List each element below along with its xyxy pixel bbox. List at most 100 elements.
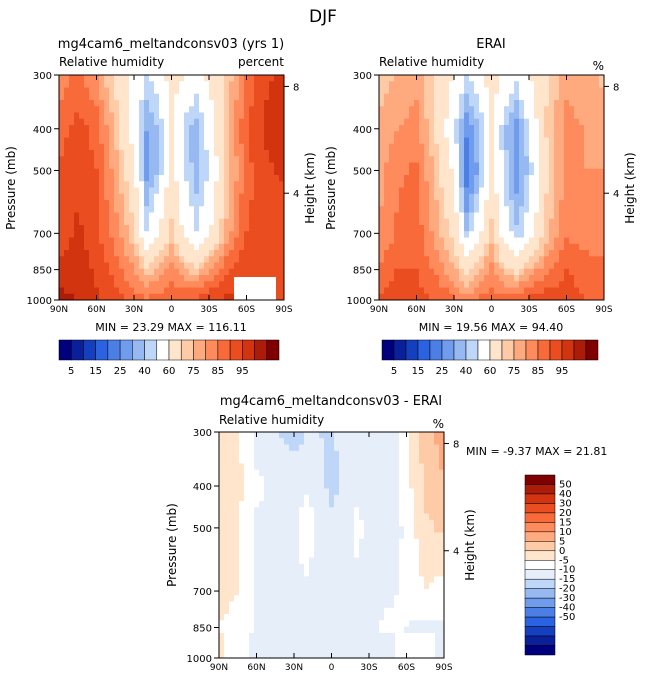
heatmap-cell bbox=[409, 563, 415, 571]
heatmap-cell bbox=[304, 457, 310, 464]
heatmap-cell bbox=[419, 482, 425, 490]
heatmap-cell bbox=[579, 168, 585, 176]
heatmap-cell bbox=[259, 507, 265, 515]
heatmap-cell bbox=[424, 87, 430, 95]
heatmap-cell bbox=[434, 112, 440, 120]
heatmap-cell bbox=[434, 231, 440, 239]
heatmap-cell bbox=[224, 200, 230, 207]
heatmap-cell bbox=[329, 570, 335, 577]
heatmap-cell bbox=[304, 632, 310, 640]
heatmap-cell bbox=[599, 118, 604, 126]
heatmap-cell bbox=[439, 607, 444, 615]
heatmap-cell bbox=[69, 262, 75, 270]
heatmap-cell bbox=[269, 463, 275, 471]
heatmap-cell bbox=[149, 181, 155, 189]
heatmap-cell bbox=[209, 250, 215, 257]
heatmap-cell bbox=[149, 112, 155, 120]
heatmap-cell bbox=[349, 519, 355, 527]
heatmap-cell bbox=[419, 557, 425, 565]
heatmap-cell bbox=[254, 438, 260, 446]
heatmap-cell bbox=[229, 519, 235, 527]
heatmap-cell bbox=[214, 275, 220, 282]
heatmap-cell bbox=[149, 162, 155, 170]
heatmap-cell bbox=[269, 250, 275, 257]
heatmap-cell bbox=[219, 576, 225, 584]
heatmap-cell bbox=[424, 181, 430, 189]
heatmap-cell bbox=[234, 482, 240, 490]
heatmap-cell bbox=[259, 557, 265, 565]
heatmap-cell bbox=[599, 218, 604, 226]
heatmap-cell bbox=[159, 75, 165, 82]
heatmap-cell bbox=[129, 143, 135, 151]
heatmap-cell bbox=[599, 268, 604, 276]
heatmap-cell bbox=[214, 100, 220, 107]
heatmap-cell bbox=[329, 538, 335, 546]
heatmap-cell bbox=[369, 614, 375, 621]
heatmap-cell bbox=[564, 200, 570, 207]
heatmap-cell bbox=[64, 181, 70, 189]
heatmap-cell bbox=[119, 106, 125, 114]
heatmap-cell bbox=[174, 212, 180, 220]
heatmap-cell bbox=[234, 582, 240, 590]
heatmap-cell bbox=[439, 545, 444, 552]
heatmap-cell bbox=[274, 175, 280, 182]
heatmap-cell bbox=[394, 93, 400, 101]
heatmap-cell bbox=[434, 143, 440, 151]
heatmap-cell bbox=[159, 156, 165, 164]
heatmap-cell bbox=[319, 532, 325, 540]
heatmap-cell bbox=[289, 488, 295, 496]
heatmap-cell bbox=[259, 131, 265, 139]
heatmap-cell bbox=[519, 218, 525, 226]
heatmap-cell bbox=[369, 632, 375, 640]
heatmap-cell bbox=[439, 275, 445, 282]
heatmap-cell bbox=[154, 218, 160, 226]
heatmap-cell bbox=[279, 181, 284, 189]
heatmap-cell bbox=[134, 100, 140, 107]
heatmap-cell bbox=[169, 168, 175, 176]
heatmap-cell bbox=[89, 81, 95, 89]
heatmap-cell bbox=[324, 475, 330, 483]
heatmap-cell bbox=[474, 131, 480, 139]
heatmap-cell bbox=[464, 293, 470, 300]
heatmap-cell bbox=[64, 262, 70, 270]
colorbar-swatch bbox=[193, 339, 206, 361]
heatmap-cell bbox=[264, 156, 270, 164]
heatmap-cell bbox=[244, 651, 250, 658]
heatmap-cell bbox=[284, 545, 290, 552]
heatmap-cell bbox=[249, 463, 255, 471]
heatmap-cell bbox=[429, 563, 435, 571]
heatmap-cell bbox=[599, 150, 604, 157]
heatmap-cell bbox=[339, 626, 345, 634]
heatmap-cell bbox=[484, 268, 490, 276]
colorbar-label: 5 bbox=[391, 366, 397, 377]
heatmap-cell bbox=[564, 275, 570, 282]
heatmap-cell bbox=[529, 137, 535, 145]
heatmap-cell bbox=[489, 106, 495, 114]
heatmap-cell bbox=[254, 237, 260, 245]
heatmap-cell bbox=[319, 563, 325, 571]
y-axis-label: Pressure (mb) bbox=[4, 146, 18, 230]
heatmap-cell bbox=[124, 81, 130, 89]
heatmap-cell bbox=[254, 225, 260, 232]
heatmap-cell bbox=[79, 168, 85, 176]
heatmap-cell bbox=[324, 545, 330, 552]
heatmap-cell bbox=[469, 275, 475, 282]
heatmap-cell bbox=[154, 193, 160, 201]
colorbar-swatch bbox=[465, 339, 479, 361]
heatmap-cell bbox=[274, 193, 280, 201]
y-axis-right: 84 bbox=[604, 82, 619, 200]
panel-difference: mg4cam6_meltandconsv03 - ERAI Relative h… bbox=[165, 394, 607, 673]
heatmap-cell bbox=[154, 162, 160, 170]
heatmap-cell bbox=[209, 218, 215, 226]
heatmap-cell bbox=[234, 75, 240, 82]
heatmap-cell bbox=[484, 237, 490, 245]
heatmap-cell bbox=[59, 200, 65, 207]
heatmap-cell bbox=[539, 231, 545, 239]
heatmap-cell bbox=[249, 206, 255, 214]
heatmap-cell bbox=[394, 482, 400, 490]
heatmap-cell bbox=[404, 212, 410, 220]
heatmap-cell bbox=[209, 206, 215, 214]
heatmap-cell bbox=[439, 432, 444, 439]
heatmap-cell bbox=[194, 262, 200, 270]
heatmap-cell bbox=[584, 212, 590, 220]
